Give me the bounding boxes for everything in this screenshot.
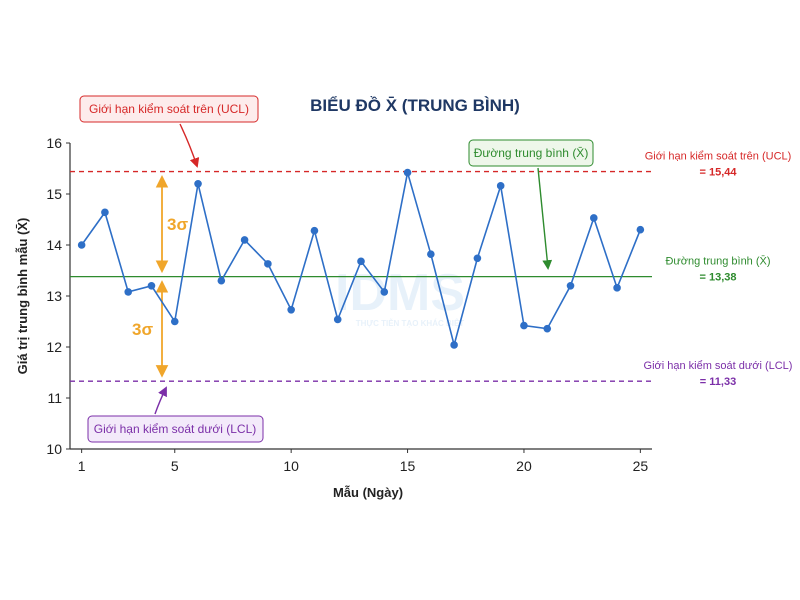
ucl-callout-box	[79, 95, 259, 123]
chart-title: BIỂU ĐỒ X̄ (TRUNG BÌNH)	[310, 96, 520, 115]
data-point	[473, 254, 482, 263]
data-point	[403, 168, 412, 177]
ucl-side-value: = 15,44	[699, 167, 737, 179]
reference-lines	[70, 170, 652, 382]
data-point	[77, 241, 86, 249]
lcl-callout-box	[87, 415, 264, 443]
lcl-side-value: = 11,33	[700, 376, 736, 388]
data-points	[77, 168, 645, 349]
x-axis-ticks: 1 5 10 15 20 25	[78, 449, 649, 474]
data-point	[101, 208, 109, 217]
data-point	[543, 324, 552, 333]
center-callout-arrow	[537, 167, 553, 270]
y-tick-label: 14	[46, 237, 62, 253]
data-point	[520, 321, 528, 330]
x-tick-label: 20	[516, 458, 532, 474]
data-point	[264, 260, 272, 268]
sigma-annotations: 3σ 3σ	[132, 175, 188, 378]
data-point	[147, 282, 156, 290]
x-tick-label: 25	[633, 458, 649, 474]
data-point	[194, 180, 202, 188]
y-tick-label: 15	[46, 186, 62, 202]
watermark: IDMS THỰC TIỄN TẠO KHÁC BIỆT	[335, 264, 465, 328]
data-point	[636, 225, 645, 234]
x-tick-label: 10	[283, 458, 299, 474]
center-callout-box	[468, 139, 594, 167]
data-point	[590, 214, 598, 222]
watermark-tagline: THỰC TIỄN TẠO KHÁC BIỆT	[356, 319, 465, 328]
ucl-side-label: Giới hạn kiểm soát trên (UCL)	[645, 151, 792, 163]
center-callout-text: Đường trung bình (X̄)	[474, 146, 589, 160]
lcl-callout-text: Giới hạn kiểm soát dưới (LCL)	[94, 422, 257, 436]
center-side-value: = 13,38	[699, 272, 736, 284]
data-point	[357, 257, 365, 266]
ucl-callout: Giới hạn kiểm soát trên (UCL)	[79, 95, 259, 168]
x-tick-label: 1	[78, 458, 86, 474]
y-tick-label: 12	[46, 339, 62, 355]
x-tick-label: 15	[400, 458, 416, 474]
data-point	[217, 276, 226, 285]
data-point	[333, 315, 342, 324]
y-tick-label: 10	[46, 441, 62, 457]
data-point	[170, 317, 179, 326]
ucl-callout-arrow	[179, 123, 200, 168]
y-tick-label: 16	[46, 135, 62, 151]
data-point	[310, 226, 319, 235]
data-point	[613, 284, 621, 292]
data-point	[566, 282, 575, 290]
side-labels: Giới hạn kiểm soát trên (UCL) = 15,44 Đườn…	[644, 151, 793, 389]
x-axis-label: Mẫu (Ngày)	[333, 485, 403, 500]
sigma-upper-label: 3σ	[167, 215, 188, 234]
x-tick-label: 5	[171, 458, 179, 474]
data-point	[240, 236, 249, 244]
data-point	[124, 288, 132, 296]
lcl-side-label: Giới hạn kiểm soát dưới (LCL)	[644, 360, 793, 372]
data-point	[287, 305, 295, 314]
lcl-callout-arrow	[154, 386, 167, 415]
y-tick-label: 11	[47, 390, 62, 406]
ucl-callout-text: Giới hạn kiểm soát trên (UCL)	[89, 102, 249, 116]
sigma-lower-label: 3σ	[132, 320, 153, 339]
y-axis-label: Giá trị trung bình mẫu (X̄)	[15, 218, 30, 375]
data-point	[496, 182, 505, 190]
data-point	[450, 341, 458, 349]
y-tick-label: 13	[46, 288, 62, 304]
y-axis-ticks: 10 11 12 13 14 15 16	[46, 135, 70, 457]
data-point	[427, 250, 435, 258]
lcl-callout: Giới hạn kiểm soát dưới (LCL)	[87, 386, 264, 443]
center-callout: Đường trung bình (X̄)	[468, 139, 594, 270]
data-point	[380, 288, 389, 296]
center-side-label: Đường trung bình (X̄)	[665, 255, 770, 268]
